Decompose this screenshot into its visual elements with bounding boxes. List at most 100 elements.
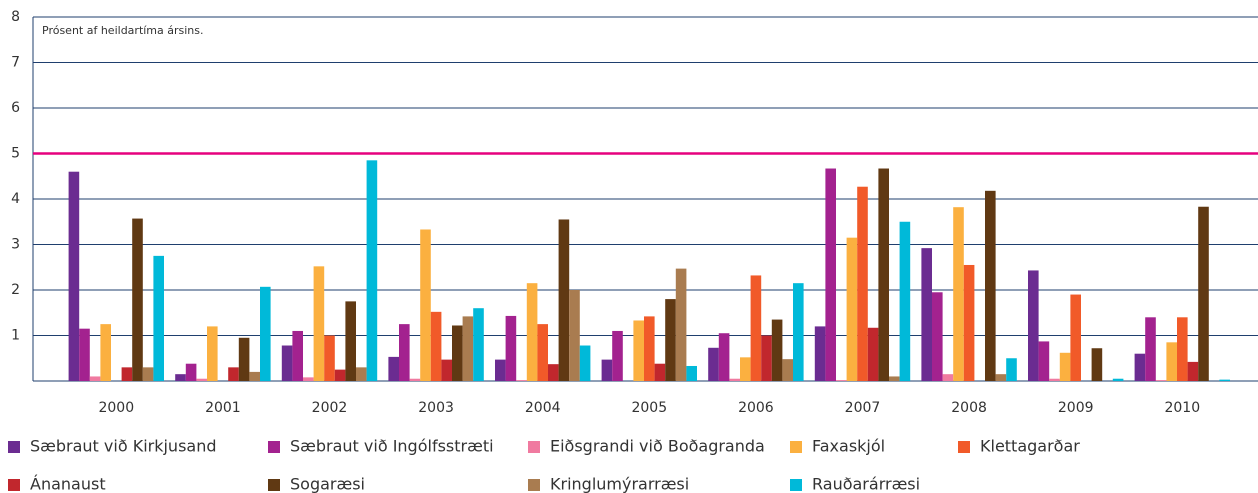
bar bbox=[142, 367, 154, 381]
bar bbox=[1145, 317, 1156, 381]
legend-label: Eiðsgrandi við Boðagranda bbox=[550, 437, 765, 456]
legend-swatch bbox=[268, 441, 280, 453]
legend-label: Ánanaust bbox=[30, 475, 106, 493]
bar bbox=[1166, 342, 1177, 381]
bar bbox=[228, 367, 239, 381]
bar bbox=[388, 356, 399, 381]
bar bbox=[505, 315, 517, 381]
legend-label: Rauðarárræsi bbox=[812, 475, 920, 493]
legend-label: Sogaræsi bbox=[290, 475, 365, 493]
bar bbox=[281, 345, 293, 381]
bar bbox=[516, 380, 527, 381]
bar bbox=[601, 359, 613, 381]
bar bbox=[708, 347, 719, 381]
bar bbox=[836, 380, 847, 381]
x-tick-label: 2009 bbox=[1058, 400, 1094, 416]
bar bbox=[665, 299, 676, 381]
y-tick-label: 7 bbox=[11, 55, 20, 71]
legend-swatch bbox=[528, 479, 540, 491]
bar bbox=[537, 324, 548, 381]
bar bbox=[68, 171, 80, 381]
bar bbox=[153, 255, 164, 381]
bar bbox=[1091, 348, 1103, 381]
bar bbox=[558, 219, 570, 381]
bar bbox=[526, 283, 538, 381]
bar bbox=[495, 359, 506, 381]
bar bbox=[1112, 378, 1124, 381]
bar bbox=[409, 378, 421, 381]
y-tick-label: 3 bbox=[11, 237, 20, 253]
x-tick-label: 2003 bbox=[418, 400, 454, 416]
bar bbox=[771, 319, 783, 381]
bar bbox=[889, 376, 900, 381]
bar bbox=[303, 377, 314, 381]
bar bbox=[260, 286, 271, 381]
bar bbox=[569, 290, 580, 381]
bar bbox=[1070, 294, 1081, 381]
bar bbox=[1198, 206, 1209, 381]
bar bbox=[1134, 353, 1146, 381]
bar bbox=[942, 374, 954, 381]
bar bbox=[1038, 341, 1050, 381]
bar bbox=[985, 190, 996, 381]
bar bbox=[878, 168, 889, 381]
x-tick-label: 2006 bbox=[738, 400, 774, 416]
x-tick-label: 2004 bbox=[525, 400, 561, 416]
bar bbox=[89, 376, 101, 381]
bar bbox=[292, 330, 303, 381]
bar bbox=[121, 367, 133, 381]
bar bbox=[441, 359, 452, 381]
y-tick-label: 5 bbox=[11, 146, 20, 162]
bar bbox=[324, 335, 335, 381]
bar bbox=[718, 333, 730, 381]
bar bbox=[1006, 358, 1017, 381]
x-tick-label: 2000 bbox=[98, 400, 134, 416]
legend-swatch bbox=[958, 441, 970, 453]
annotation: Prósent af heildartíma ársins. bbox=[42, 24, 204, 37]
bar bbox=[867, 327, 879, 381]
bar bbox=[1059, 352, 1071, 381]
bar bbox=[750, 275, 762, 381]
bar bbox=[825, 168, 836, 381]
bar bbox=[356, 367, 367, 381]
bar bbox=[462, 316, 474, 381]
bar bbox=[345, 301, 356, 381]
bar bbox=[196, 378, 207, 381]
legend-swatch bbox=[268, 479, 280, 491]
bar bbox=[313, 266, 325, 381]
bar bbox=[1049, 378, 1060, 381]
legend-label: Kringlumýrarræsi bbox=[550, 475, 689, 493]
bar bbox=[548, 364, 559, 381]
bar bbox=[132, 218, 143, 381]
bar bbox=[846, 237, 858, 381]
bar bbox=[1028, 270, 1039, 381]
bar bbox=[761, 335, 772, 381]
bar bbox=[740, 357, 751, 381]
bar bbox=[1155, 380, 1167, 381]
bar bbox=[399, 324, 410, 381]
bar bbox=[953, 207, 964, 381]
bar bbox=[175, 374, 186, 381]
bar bbox=[782, 359, 793, 381]
bar bbox=[238, 337, 250, 381]
y-tick-label: 4 bbox=[11, 191, 20, 207]
bar bbox=[366, 160, 378, 381]
bar bbox=[963, 264, 975, 381]
legend-label: Klettagarðar bbox=[980, 437, 1080, 456]
bar bbox=[1177, 317, 1188, 381]
y-tick-label: 8 bbox=[11, 9, 20, 25]
bar bbox=[932, 292, 943, 381]
legend-swatch bbox=[8, 441, 20, 453]
legend-swatch bbox=[8, 479, 20, 491]
x-tick-label: 2008 bbox=[951, 400, 987, 416]
bar bbox=[185, 363, 197, 381]
bar bbox=[995, 374, 1007, 381]
bar bbox=[79, 328, 90, 381]
y-tick-label: 6 bbox=[11, 100, 20, 116]
bar bbox=[1219, 379, 1230, 381]
bar bbox=[899, 221, 911, 381]
bar bbox=[579, 345, 591, 381]
bar bbox=[729, 378, 740, 381]
x-tick-label: 2010 bbox=[1164, 400, 1200, 416]
